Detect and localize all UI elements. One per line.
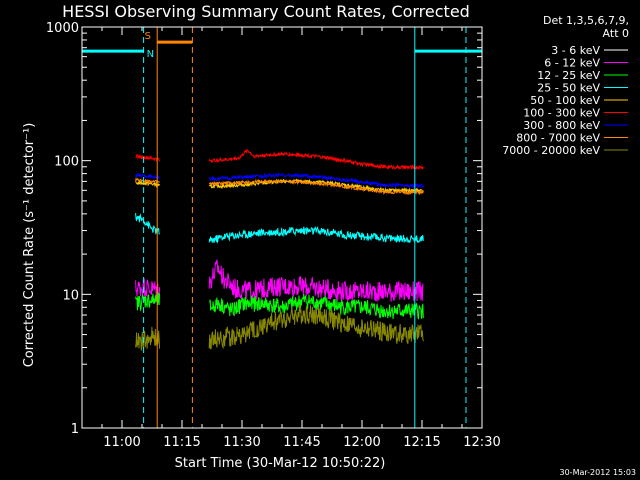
x-tick-label: 12:30 — [463, 435, 500, 450]
x-axis-title: Start Time (30-Mar-12 10:50:22) — [175, 456, 386, 471]
series-6-12-kev-segment-1 — [135, 278, 161, 299]
x-tick-label: 12:15 — [403, 435, 440, 450]
series-7000-20000-kev-segment-2 — [208, 304, 424, 350]
legend-label: 25 - 50 keV — [537, 82, 600, 95]
generation-timestamp: 30-Mar-2012 15:03 — [560, 468, 637, 477]
x-tick-label: 12:00 — [343, 435, 380, 450]
marker-layer — [143, 27, 467, 428]
series-layer — [135, 149, 424, 423]
legend-header-line-2: Att 0 — [603, 27, 629, 40]
series-800-7000-kev-segment-2 — [208, 178, 424, 196]
series-7000-20000-kev-segment-1 — [135, 326, 161, 351]
y-tick-label: 10 — [62, 288, 79, 303]
series-100-300-kev-segment-1 — [135, 153, 161, 163]
legend-label: 50 - 100 keV — [530, 94, 600, 107]
chart-title: HESSI Observing Summary Count Rates, Cor… — [62, 2, 470, 21]
x-axis: 11:00 11:15 11:30 11:45 12:00 12:15 12:30 — [81, 27, 501, 450]
y-axis-title: Corrected Count Rate (s⁻¹ detector⁻¹) — [22, 123, 37, 368]
legend-label: 12 - 25 keV — [537, 69, 600, 82]
y-tick-label: 100 — [54, 155, 79, 170]
x-tick-label: 11:15 — [163, 435, 200, 450]
flag-layer: SN — [82, 31, 482, 60]
legend-header-line-1: Det 1,3,5,6,7,9, — [543, 14, 629, 27]
series-3-6-kev-segment-1 — [135, 362, 161, 423]
series-300-800-kev-segment-2 — [208, 172, 424, 189]
series-800-7000-kev-segment-1 — [135, 176, 160, 185]
series-6-12-kev-segment-2 — [208, 259, 424, 302]
series-25-50-kev-segment-2 — [208, 226, 424, 244]
legend-label: 300 - 800 keV — [523, 119, 600, 132]
x-tick-label: 11:00 — [103, 435, 140, 450]
series-12-25-kev-segment-1 — [135, 292, 161, 312]
night-flag-label: N — [147, 49, 154, 60]
legend-label: 100 - 300 keV — [523, 107, 600, 120]
legend-label: 6 - 12 keV — [544, 57, 600, 70]
y-tick-label: 1 — [71, 422, 79, 437]
series-300-800-kev-segment-1 — [135, 172, 160, 181]
x-tick-label: 11:45 — [283, 435, 320, 450]
saa-flag-label: S — [145, 31, 151, 42]
series-3-6-kev-segment-2 — [208, 328, 424, 401]
series-25-50-kev-segment-1 — [135, 212, 160, 235]
legend-label: 800 - 7000 keV — [516, 132, 600, 145]
y-axis: 1 10 100 1000 — [46, 21, 482, 437]
legend-label: 7000 - 20000 keV — [502, 144, 600, 157]
y-tick-label: 1000 — [46, 21, 79, 36]
legend-label: 3 - 6 keV — [551, 44, 600, 57]
x-tick-label: 11:30 — [223, 435, 260, 450]
series-100-300-kev-segment-2 — [208, 149, 424, 171]
